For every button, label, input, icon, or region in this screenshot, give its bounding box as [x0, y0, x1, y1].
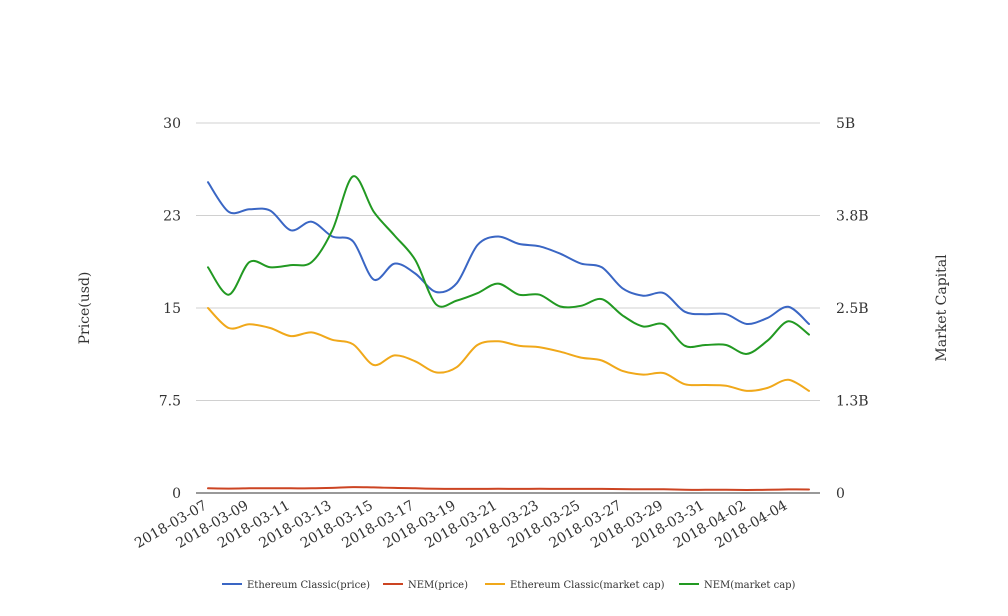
series-line-ethereum-classic-price: [207, 181, 810, 326]
legend-item-ethereum-classic-price: Ethereum Classic(price): [222, 580, 370, 591]
y-left-tick-label: 23: [163, 209, 181, 225]
legend: Ethereum Classic(price) NEM(price) Ethereu…: [222, 580, 796, 591]
y-left-axis-title: Price(usd): [77, 272, 93, 345]
y-left-tick-label: 0: [172, 486, 181, 502]
legend-label: NEM(market cap): [704, 580, 796, 591]
legend-label: Ethereum Classic(market cap): [510, 580, 665, 591]
x-tick-labels: 2018-03-072018-03-092018-03-112018-03-13…: [132, 498, 790, 552]
series-line-nem-price: [207, 486, 810, 491]
y-right-tick-label: 0: [836, 486, 845, 502]
legend-item-ethereum-classic-market-cap: Ethereum Classic(market cap): [485, 580, 665, 591]
y-left-tick-label: 30: [163, 116, 181, 132]
legend-item-nem-price: NEM(price): [383, 580, 468, 591]
y-left-tick-label: 7.5: [159, 394, 181, 410]
series-lines: [207, 175, 810, 491]
y-right-tick-labels: 0 1.3B 2.5B 3.8B 5B: [836, 116, 869, 502]
y-left-tick-labels: 0 7.5 15 23 30: [159, 116, 181, 502]
y-right-axis-title: Market Capital: [934, 254, 950, 362]
series-line-ethereum-classic-market-cap: [207, 307, 810, 392]
legend-item-nem-market-cap: NEM(market cap): [679, 580, 796, 591]
y-left-tick-label: 15: [163, 301, 181, 317]
y-right-tick-label: 5B: [836, 116, 855, 132]
y-right-tick-label: 3.8B: [836, 209, 869, 225]
legend-label: Ethereum Classic(price): [247, 580, 370, 591]
series-line-nem-market-cap: [207, 175, 810, 355]
gridlines: [196, 122, 820, 401]
y-right-tick-label: 1.3B: [836, 394, 869, 410]
y-right-tick-label: 2.5B: [836, 301, 869, 317]
legend-label: NEM(price): [408, 580, 468, 591]
